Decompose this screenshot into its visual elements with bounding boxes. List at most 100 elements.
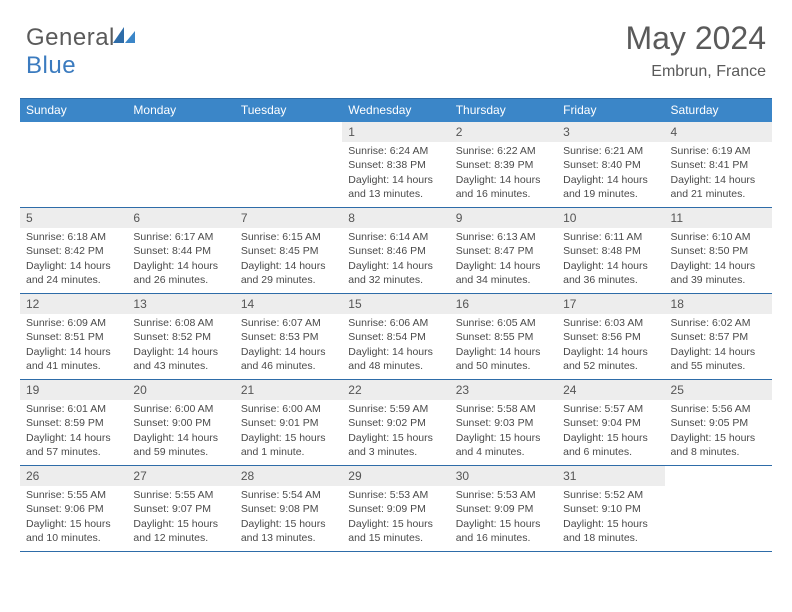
day-number: 29 [342,466,449,486]
day-number: 14 [235,294,342,314]
daylight-line: and 50 minutes. [456,359,553,373]
daylight-line: Daylight: 14 hours [133,431,230,445]
day-body: Sunrise: 6:13 AMSunset: 8:47 PMDaylight:… [450,230,557,291]
day-number: 9 [450,208,557,228]
daylight-line: and 15 minutes. [348,531,445,545]
day-cell: 18Sunrise: 6:02 AMSunset: 8:57 PMDayligh… [665,294,772,379]
day-body: Sunrise: 6:02 AMSunset: 8:57 PMDaylight:… [665,316,772,377]
day-cell: 15Sunrise: 6:06 AMSunset: 8:54 PMDayligh… [342,294,449,379]
day-body: Sunrise: 6:05 AMSunset: 8:55 PMDaylight:… [450,316,557,377]
daylight-line: and 18 minutes. [563,531,660,545]
day-cell: 20Sunrise: 6:00 AMSunset: 9:00 PMDayligh… [127,380,234,465]
sunrise-line: Sunrise: 6:08 AM [133,316,230,330]
day-number: 20 [127,380,234,400]
week-row: 1Sunrise: 6:24 AMSunset: 8:38 PMDaylight… [20,122,772,208]
sunrise-line: Sunrise: 6:10 AM [671,230,768,244]
day-body: Sunrise: 5:52 AMSunset: 9:10 PMDaylight:… [557,488,664,549]
week-row: 5Sunrise: 6:18 AMSunset: 8:42 PMDaylight… [20,208,772,294]
daylight-line: and 39 minutes. [671,273,768,287]
week-row: 19Sunrise: 6:01 AMSunset: 8:59 PMDayligh… [20,380,772,466]
day-body: Sunrise: 6:11 AMSunset: 8:48 PMDaylight:… [557,230,664,291]
daylight-line: and 46 minutes. [241,359,338,373]
day-number: 26 [20,466,127,486]
daylight-line: and 8 minutes. [671,445,768,459]
sunset-line: Sunset: 8:42 PM [26,244,123,258]
day-number: 17 [557,294,664,314]
daylight-line: and 48 minutes. [348,359,445,373]
daylight-line: and 4 minutes. [456,445,553,459]
day-number: 15 [342,294,449,314]
day-body: Sunrise: 5:55 AMSunset: 9:07 PMDaylight:… [127,488,234,549]
sunrise-line: Sunrise: 6:22 AM [456,144,553,158]
daylight-line: and 6 minutes. [563,445,660,459]
sunset-line: Sunset: 8:38 PM [348,158,445,172]
weeks-container: 1Sunrise: 6:24 AMSunset: 8:38 PMDaylight… [20,122,772,552]
sunset-line: Sunset: 9:09 PM [348,502,445,516]
day-number: 2 [450,122,557,142]
daylight-line: Daylight: 15 hours [133,517,230,531]
daylight-line: and 55 minutes. [671,359,768,373]
daylight-line: and 13 minutes. [348,187,445,201]
day-body: Sunrise: 6:00 AMSunset: 9:01 PMDaylight:… [235,402,342,463]
day-cell [20,122,127,207]
daylight-line: and 16 minutes. [456,187,553,201]
sunset-line: Sunset: 8:52 PM [133,330,230,344]
day-body: Sunrise: 6:18 AMSunset: 8:42 PMDaylight:… [20,230,127,291]
sunrise-line: Sunrise: 6:18 AM [26,230,123,244]
sunrise-line: Sunrise: 5:57 AM [563,402,660,416]
day-cell: 2Sunrise: 6:22 AMSunset: 8:39 PMDaylight… [450,122,557,207]
day-body: Sunrise: 6:17 AMSunset: 8:44 PMDaylight:… [127,230,234,291]
day-cell [235,122,342,207]
day-cell: 26Sunrise: 5:55 AMSunset: 9:06 PMDayligh… [20,466,127,551]
daylight-line: Daylight: 15 hours [671,431,768,445]
day-body: Sunrise: 6:15 AMSunset: 8:45 PMDaylight:… [235,230,342,291]
sunrise-line: Sunrise: 5:53 AM [348,488,445,502]
sunrise-line: Sunrise: 6:07 AM [241,316,338,330]
sunrise-line: Sunrise: 6:00 AM [241,402,338,416]
sunrise-line: Sunrise: 6:14 AM [348,230,445,244]
day-body: Sunrise: 6:22 AMSunset: 8:39 PMDaylight:… [450,144,557,205]
sunrise-line: Sunrise: 6:11 AM [563,230,660,244]
day-number: 13 [127,294,234,314]
sunset-line: Sunset: 9:06 PM [26,502,123,516]
sunrise-line: Sunrise: 6:05 AM [456,316,553,330]
daylight-line: and 32 minutes. [348,273,445,287]
day-cell [127,122,234,207]
day-cell: 10Sunrise: 6:11 AMSunset: 8:48 PMDayligh… [557,208,664,293]
day-cell: 16Sunrise: 6:05 AMSunset: 8:55 PMDayligh… [450,294,557,379]
daylight-line: Daylight: 14 hours [241,259,338,273]
daylight-line: Daylight: 14 hours [671,259,768,273]
day-body: Sunrise: 6:06 AMSunset: 8:54 PMDaylight:… [342,316,449,377]
weekday-header: Wednesday [342,99,449,122]
daylight-line: and 19 minutes. [563,187,660,201]
sunset-line: Sunset: 8:46 PM [348,244,445,258]
day-number: 23 [450,380,557,400]
sunrise-line: Sunrise: 6:03 AM [563,316,660,330]
weekday-header: Saturday [665,99,772,122]
day-cell: 22Sunrise: 5:59 AMSunset: 9:02 PMDayligh… [342,380,449,465]
daylight-line: Daylight: 14 hours [241,345,338,359]
sunset-line: Sunset: 9:03 PM [456,416,553,430]
weekday-header: Friday [557,99,664,122]
daylight-line: and 34 minutes. [456,273,553,287]
day-number: 27 [127,466,234,486]
daylight-line: Daylight: 15 hours [241,431,338,445]
day-number: 25 [665,380,772,400]
daylight-line: and 21 minutes. [671,187,768,201]
daylight-line: Daylight: 14 hours [456,259,553,273]
daylight-line: Daylight: 15 hours [26,517,123,531]
sunrise-line: Sunrise: 5:55 AM [133,488,230,502]
daylight-line: Daylight: 14 hours [133,259,230,273]
sunrise-line: Sunrise: 6:19 AM [671,144,768,158]
brand-part1: General [26,24,115,51]
day-number: 4 [665,122,772,142]
daylight-line: Daylight: 15 hours [563,517,660,531]
month-title: May 2024 [625,20,766,57]
day-body: Sunrise: 6:14 AMSunset: 8:46 PMDaylight:… [342,230,449,291]
sunset-line: Sunset: 8:50 PM [671,244,768,258]
day-body: Sunrise: 5:59 AMSunset: 9:02 PMDaylight:… [342,402,449,463]
sunset-line: Sunset: 9:02 PM [348,416,445,430]
day-cell: 7Sunrise: 6:15 AMSunset: 8:45 PMDaylight… [235,208,342,293]
day-cell: 17Sunrise: 6:03 AMSunset: 8:56 PMDayligh… [557,294,664,379]
day-number: 7 [235,208,342,228]
